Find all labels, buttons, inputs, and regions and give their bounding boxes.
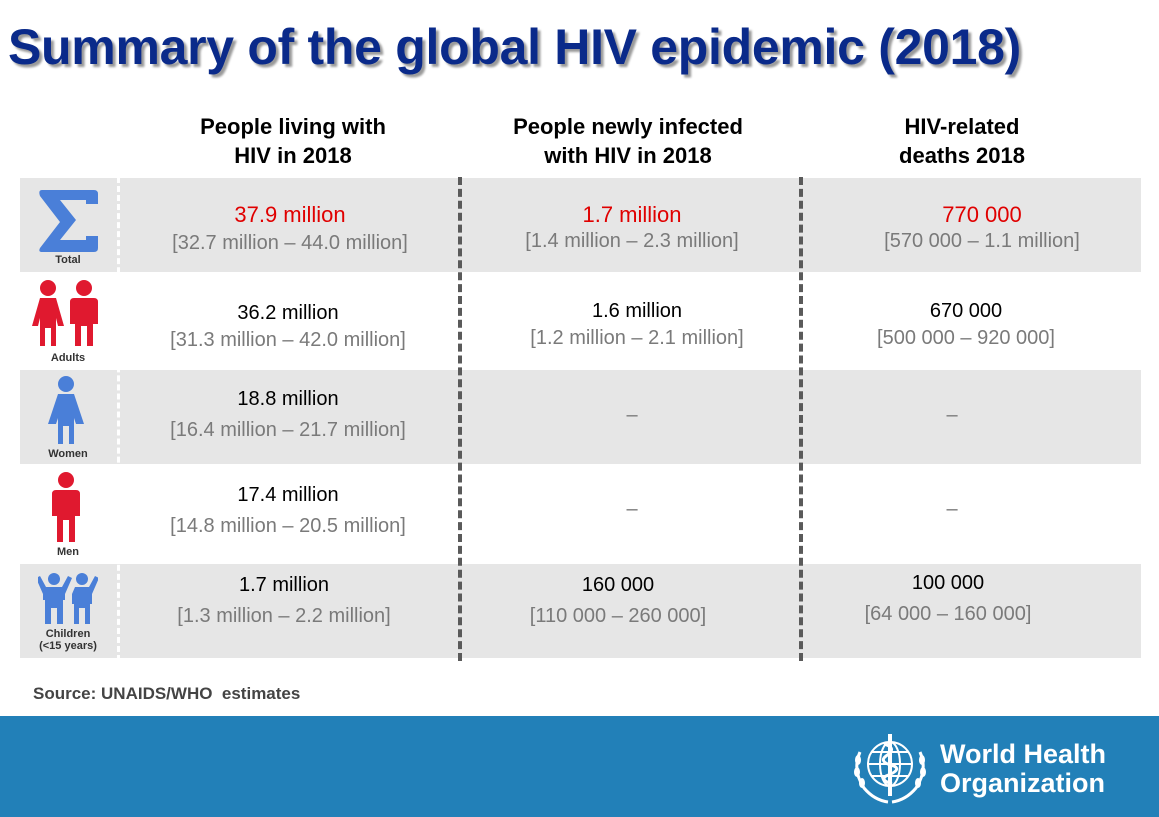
- organization-name: World Health Organization: [940, 740, 1106, 798]
- row-label: Men: [57, 546, 79, 558]
- cell-range: [1.3 million – 2.2 million]: [177, 605, 391, 627]
- cell-living: 37.9 million [32.7 million – 44.0 millio…: [140, 202, 440, 255]
- cell-new-infections: 1.7 million [1.4 million – 2.3 million]: [482, 202, 782, 253]
- cell-value: 670 000: [929, 300, 1003, 322]
- row-label: Children: [45, 628, 91, 640]
- cell-range: [110 000 – 260 000]: [529, 605, 707, 627]
- man-icon: [52, 472, 80, 542]
- row-icon-cell: Children (<15 years): [20, 564, 116, 658]
- cell-range: [570 000 – 1.1 million]: [884, 230, 1080, 252]
- cell-value: 18.8 million: [237, 388, 339, 410]
- cell-living: 18.8 million [16.4 million – 21.7 millio…: [138, 388, 438, 442]
- cell-empty: –: [946, 404, 958, 426]
- cell-range: [64 000 – 160 000]: [864, 603, 1032, 625]
- page-title: Summary of the global HIV epidemic (2018…: [8, 19, 1021, 75]
- row-icon-cell: Adults: [20, 274, 116, 368]
- column-header-new-infections: People newly infected with HIV in 2018: [478, 112, 778, 170]
- woman-icon: [48, 376, 84, 444]
- cell-range: [1.2 million – 2.1 million]: [530, 327, 744, 349]
- table-row-adults: Adults 36.2 million [31.3 million – 42.0…: [20, 274, 1141, 368]
- cell-empty: –: [626, 404, 638, 426]
- cell-new-infections: –: [482, 404, 782, 427]
- table-row-women: Women 18.8 million [16.4 million – 21.7 …: [20, 370, 1141, 464]
- organization-name-line: Organization: [940, 768, 1106, 798]
- column-header-line: HIV-related: [904, 114, 1020, 139]
- sigma-icon: [39, 190, 98, 252]
- column-divider: [458, 177, 462, 661]
- column-header-line: with HIV in 2018: [544, 143, 712, 168]
- cell-value: 770 000: [942, 202, 1022, 227]
- column-header-line: HIV in 2018: [234, 143, 352, 168]
- cell-range: [32.7 million – 44.0 million]: [172, 232, 408, 254]
- cell-deaths: 670 000 [500 000 – 920 000]: [816, 300, 1116, 350]
- cell-value: 17.4 million: [237, 484, 339, 506]
- cell-value: 1.7 million: [582, 202, 682, 227]
- column-header-line: deaths 2018: [899, 143, 1025, 168]
- cell-deaths: 770 000 [570 000 – 1.1 million]: [832, 202, 1132, 253]
- cell-empty: –: [946, 498, 958, 520]
- cell-range: [16.4 million – 21.7 million]: [170, 419, 406, 441]
- cell-value: 1.6 million: [591, 300, 683, 322]
- organization-name-line: World Health: [940, 739, 1107, 769]
- cell-deaths: –: [802, 498, 1102, 521]
- column-divider: [117, 177, 120, 661]
- cell-deaths: –: [802, 404, 1102, 427]
- cell-range: [14.8 million – 20.5 million]: [170, 515, 406, 537]
- column-header-living: People living with HIV in 2018: [168, 112, 418, 170]
- cell-new-infections: 160 000 [110 000 – 260 000]: [468, 574, 768, 628]
- column-header-deaths: HIV-related deaths 2018: [842, 112, 1082, 170]
- cell-value: 1.7 million: [238, 574, 330, 596]
- cell-value: 36.2 million: [237, 302, 339, 324]
- cell-value: 37.9 million: [234, 202, 346, 227]
- row-icon-cell: Men: [20, 466, 116, 560]
- footer-bar: World Health Organization: [0, 716, 1159, 817]
- row-icon-cell: Women: [20, 370, 116, 464]
- column-header-line: People newly infected: [513, 114, 743, 139]
- row-sublabel: (<15 years): [39, 640, 97, 652]
- source-note: Source: UNAIDS/WHO estimates: [33, 684, 301, 703]
- children-icon: [38, 573, 98, 624]
- column-divider: [799, 177, 803, 661]
- row-icon-cell: Total: [20, 178, 116, 272]
- table-row-men: Men 17.4 million [14.8 million – 20.5 mi…: [20, 466, 1141, 560]
- cell-living: 1.7 million [1.3 million – 2.2 million]: [134, 574, 434, 628]
- table-row-total: Total 37.9 million [32.7 million – 44.0 …: [20, 178, 1141, 272]
- row-label: Adults: [50, 352, 86, 364]
- table-row-children: Children (<15 years) 1.7 million [1.3 mi…: [20, 564, 1141, 658]
- cell-living: 36.2 million [31.3 million – 42.0 millio…: [138, 302, 438, 352]
- cell-living: 17.4 million [14.8 million – 20.5 millio…: [138, 484, 438, 538]
- cell-deaths: 100 000 [64 000 – 160 000]: [798, 572, 1098, 626]
- row-label: Total: [55, 254, 81, 266]
- who-emblem-icon: [854, 734, 926, 804]
- cell-new-infections: 1.6 million [1.2 million – 2.1 million]: [487, 300, 787, 350]
- cell-value: 160 000: [581, 574, 655, 596]
- adults-icon: [32, 280, 98, 346]
- cell-new-infections: –: [482, 498, 782, 521]
- cell-range: [500 000 – 920 000]: [877, 327, 1055, 349]
- cell-range: [1.4 million – 2.3 million]: [525, 230, 739, 252]
- row-label: Women: [48, 448, 88, 460]
- column-header-line: People living with: [200, 114, 386, 139]
- cell-value: 100 000: [911, 572, 985, 594]
- cell-empty: –: [626, 498, 638, 520]
- cell-range: [31.3 million – 42.0 million]: [170, 329, 406, 351]
